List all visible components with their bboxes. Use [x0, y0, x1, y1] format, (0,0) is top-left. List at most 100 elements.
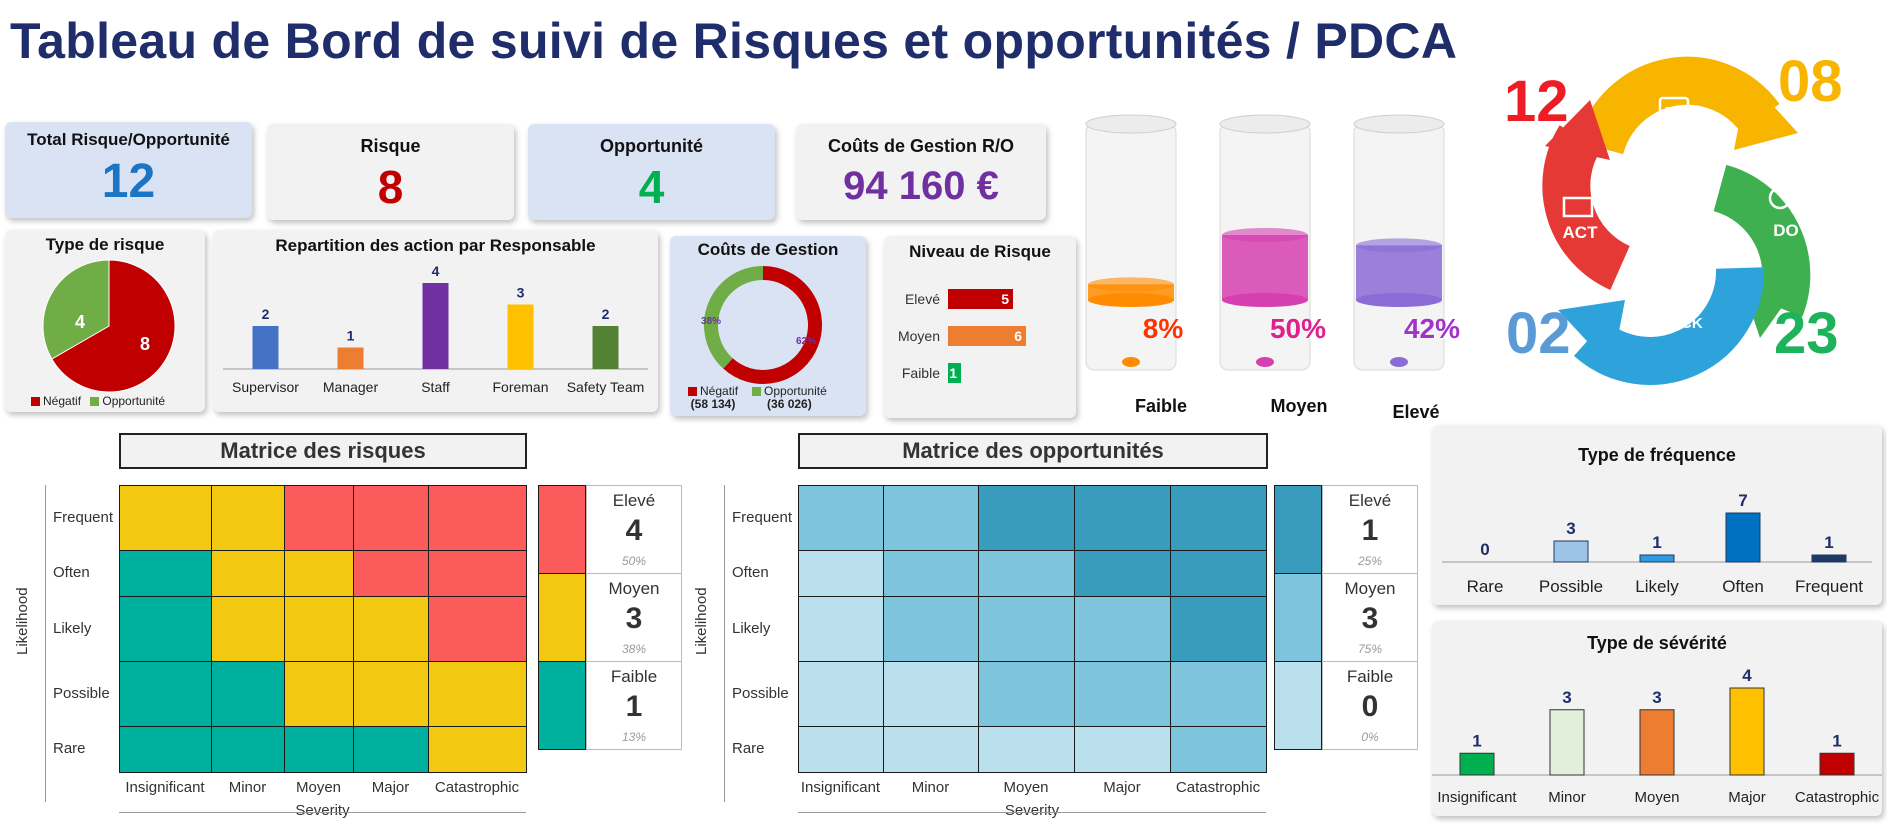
bar-category-label: Frequent — [1795, 577, 1863, 596]
summary-box: Moyen 3 75% — [1322, 573, 1418, 662]
tube-moyen-label: Moyen — [1270, 396, 1328, 416]
matrix-cell — [284, 485, 354, 551]
bar-category-label: Insignificant — [1437, 789, 1517, 806]
matrix-cell — [428, 485, 527, 551]
col-label: Major — [371, 779, 410, 796]
tube-fill-bottom — [1356, 293, 1442, 307]
summary-value: 3 — [1361, 602, 1379, 635]
col-label: Catastrophic — [434, 779, 520, 796]
niveau-category-label: Faible — [902, 365, 940, 381]
bar-value-label: 3 — [1566, 519, 1575, 538]
pdca-cycle: PLAN DO CHECK ACT 12 08 23 02 — [1480, 38, 1880, 398]
matrix-cell — [883, 485, 979, 551]
donut-slice-1 — [704, 266, 764, 369]
matrix-cell — [119, 596, 212, 662]
pie-slice-0 — [51, 259, 176, 393]
tube-fill-bottom — [1088, 293, 1174, 307]
bar-value-label: 0 — [1480, 540, 1489, 559]
summary-name: Faible — [610, 667, 658, 686]
matrix-cell — [353, 550, 429, 597]
matrix-cell — [1074, 550, 1171, 597]
tube-top — [1085, 114, 1177, 134]
bar-category-label: Manager — [323, 379, 379, 395]
summary-box: Elevé 1 25% — [1322, 485, 1418, 574]
y-axis-label: Likelihood — [693, 587, 710, 655]
page-title: Tableau de Bord de suivi de Risques et o… — [10, 13, 1458, 69]
niveau-bar-2 — [948, 363, 961, 383]
matrix-risques: Frequent Often Likely Possible Rare Insignifi… — [0, 0, 700, 833]
matrix-cell — [883, 550, 979, 597]
x-axis-label: Severity — [295, 802, 350, 819]
summary-name: Moyen — [1344, 579, 1396, 598]
pdca-act-number: 12 — [1504, 69, 1569, 134]
kpi-total-value: 12 — [101, 155, 156, 208]
tube-fill-top — [1088, 277, 1174, 292]
repartition-card: Repartition des action par Responsable 2… — [213, 230, 658, 412]
kpi-risque-value: 8 — [377, 161, 404, 213]
pie-label-opportunite: 4 — [75, 312, 85, 332]
tube-eleve-label: Elevé — [1392, 402, 1440, 422]
row-label: Frequent — [732, 508, 793, 526]
type-risque-card: Type de risque 8 4 Négatif Opportunité — [5, 230, 205, 412]
niveau-risque-title: Niveau de Risque — [909, 242, 1051, 261]
couts-gestion-donut: 62% 38% — [701, 266, 822, 384]
matrix-cell — [284, 661, 354, 727]
col-label: Minor — [228, 779, 267, 796]
legend-negatif: Négatif — [43, 394, 82, 408]
bar-4 — [592, 326, 619, 369]
summary-pct: 0% — [1361, 730, 1379, 744]
summary-swatch — [1274, 573, 1322, 662]
kpi-opportunite-card: Opportunité 4 — [528, 124, 775, 220]
frequence-card: Type de fréquence 0 Rare 3 Possible 1 Likely 7… — [1432, 425, 1882, 605]
bar-category-label: Possible — [1539, 577, 1603, 596]
row-label: Likely — [732, 619, 771, 637]
pdca-do-number: 23 — [1774, 301, 1839, 366]
summary-pct: 13% — [621, 730, 647, 744]
bar-category-label: Safety Team — [567, 379, 645, 395]
check-icon — [1654, 282, 1695, 308]
bar-2 — [1639, 554, 1675, 563]
bar-1 — [1549, 709, 1585, 776]
bar-value-label: 7 — [1738, 491, 1747, 510]
row-label: Possible — [53, 684, 110, 702]
repartition-title: Repartition des action par Responsable — [275, 236, 596, 255]
matrix-cell — [211, 726, 285, 773]
repartition-chart: 2 Supervisor 1 Manager 4 Staff 3 Foreman 2 Safety… — [223, 263, 648, 395]
kpi-risque-label: Risque — [360, 136, 421, 156]
summary-swatch — [1274, 661, 1322, 750]
matrix-cell — [798, 596, 884, 662]
matrix-opportunites: Frequent Often Likely Possible Rare Insignifi… — [693, 485, 1418, 819]
col-label: Insignificant — [800, 779, 881, 796]
bar-0 — [252, 326, 279, 369]
matrix-cell — [428, 726, 527, 773]
bar-3 — [1725, 512, 1761, 563]
niveau-category-label: Elevé — [905, 291, 940, 307]
type-risque-pie: 8 4 — [42, 259, 176, 393]
pdca-graphic: PLAN DO CHECK ACT — [1542, 56, 1811, 385]
matrix-cell — [1170, 726, 1267, 773]
matrix-cell — [883, 661, 979, 727]
type-risque-legend: Négatif Opportunité — [31, 394, 165, 408]
tubes-graphic — [1085, 114, 1445, 371]
bar-value-label: 1 — [1652, 533, 1661, 552]
matrix-cell — [284, 596, 354, 662]
matrix-cell — [978, 550, 1075, 597]
bar-value-label: 3 — [517, 285, 525, 301]
kpi-total-label: Total Risque/Opportunité — [27, 130, 230, 149]
row-label: Rare — [53, 740, 86, 757]
matrix-cell — [1074, 726, 1171, 773]
summary-value: 4 — [625, 514, 643, 547]
niveau-value-label: 5 — [1001, 291, 1009, 307]
summary-name: Moyen — [608, 579, 660, 598]
tube-dot — [1256, 357, 1274, 367]
matrix-cell — [978, 661, 1075, 727]
bar-value-label: 1 — [1472, 731, 1481, 750]
kpi-couts-card: Coûts de Gestion R/O 94 160 € — [796, 124, 1046, 220]
kpi-opportunite-label: Opportunité — [600, 136, 703, 156]
matrix-risques-title: Matrice des risques — [119, 433, 527, 469]
matrix-cell — [211, 485, 285, 551]
niveau-bar-1 — [948, 326, 1026, 346]
kpi-opportunite-value: 4 — [638, 161, 665, 213]
summary-box: Elevé 4 50% — [586, 485, 682, 574]
tube-faible-label: Faible — [1134, 396, 1187, 416]
